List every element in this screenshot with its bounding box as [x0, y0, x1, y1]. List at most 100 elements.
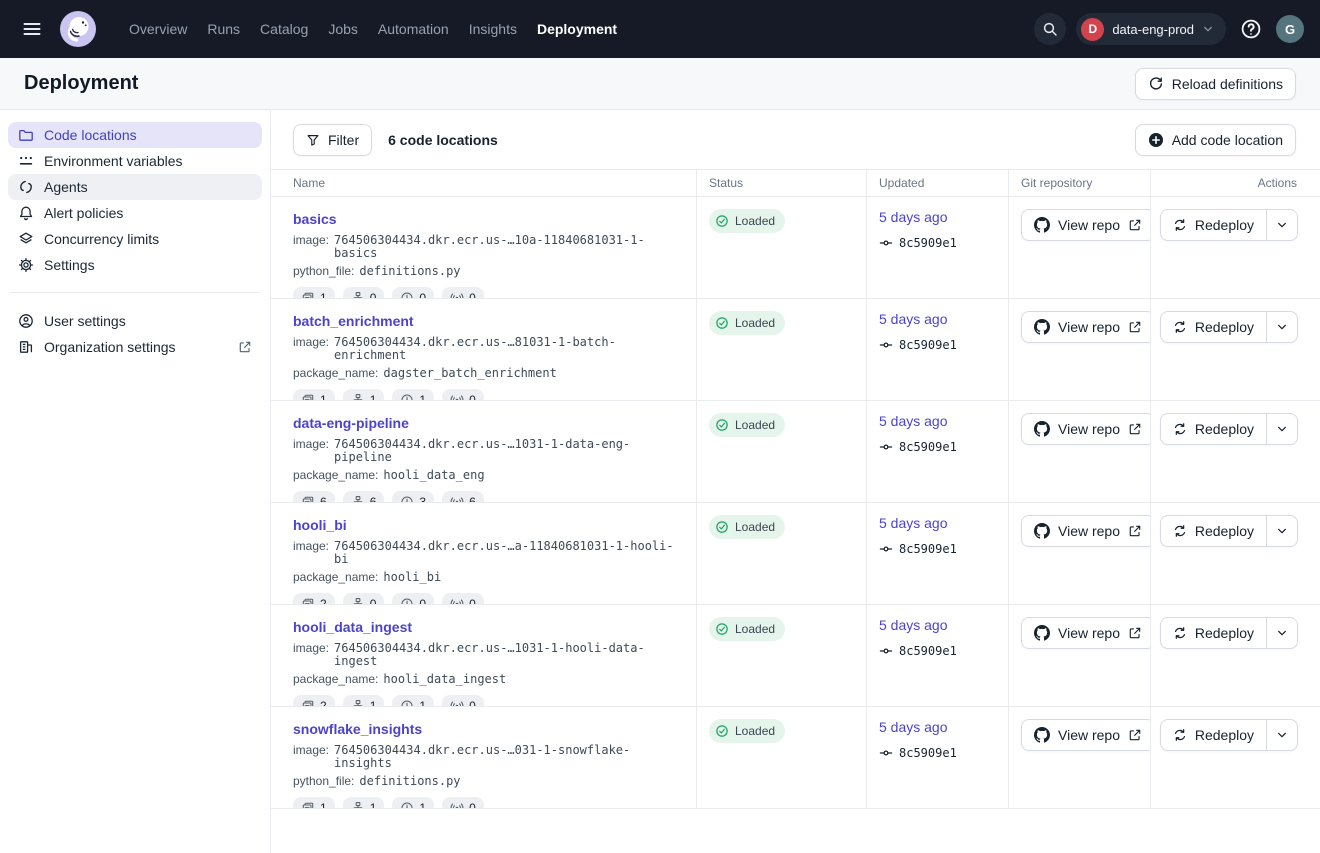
sidebar-item-organization-settings[interactable]: Organization settings — [8, 334, 262, 360]
hamburger-menu-icon[interactable] — [16, 13, 48, 45]
reload-definitions-button[interactable]: Reload definitions — [1134, 67, 1296, 100]
code-location-link[interactable]: data-eng-pipeline — [293, 415, 409, 431]
asset-graph-count-badge[interactable]: 0 — [342, 593, 385, 604]
jobs-count-badge[interactable]: 6 — [293, 491, 335, 502]
schedules-count-badge[interactable]: 1 — [392, 695, 435, 706]
nav-item-automation[interactable]: Automation — [377, 21, 449, 37]
redeploy-dropdown-button[interactable] — [1267, 312, 1297, 342]
redeploy-button[interactable]: Redeploy — [1161, 414, 1267, 444]
sidebar-item-alert-policies[interactable]: Alert policies — [8, 200, 262, 226]
asset-graph-count-badge[interactable]: 1 — [342, 797, 385, 808]
updated-link[interactable]: 5 days ago — [879, 209, 948, 225]
metadata: image: 764506304434.dkr.ecr.us-…a-1184068… — [293, 540, 680, 584]
jobs-count-badge[interactable]: 1 — [293, 287, 335, 298]
asset-graph-count-badge[interactable]: 1 — [342, 389, 385, 400]
filter-button[interactable]: Filter — [293, 124, 373, 156]
view-repo-button[interactable]: View repo — [1021, 209, 1150, 241]
metadata-line: python_file: definitions.py — [293, 774, 461, 788]
avatar[interactable]: G — [1276, 15, 1304, 43]
schedules-count-badge[interactable]: 0 — [392, 593, 435, 604]
sensors-count-badge[interactable]: 6 — [442, 491, 484, 502]
sensors-count-badge[interactable]: 0 — [442, 287, 484, 298]
help-button[interactable] — [1236, 14, 1266, 44]
jobs-count-badge[interactable]: 1 — [293, 389, 335, 400]
chevron-down-icon — [1276, 321, 1288, 333]
dagster-logo[interactable] — [60, 11, 96, 47]
nav-item-insights[interactable]: Insights — [468, 21, 517, 37]
sidebar-item-agents[interactable]: Agents — [8, 174, 262, 200]
column-header-name: Name — [271, 170, 697, 196]
actions-cell: Redeploy — [1151, 605, 1320, 706]
name-cell: snowflake_insights image: 764506304434.dk… — [271, 707, 697, 808]
sidebar-item-user-settings[interactable]: User settings — [8, 308, 262, 334]
redeploy-button[interactable]: Redeploy — [1161, 516, 1267, 546]
chevron-down-icon — [1276, 729, 1288, 741]
sensor-icon — [450, 801, 464, 808]
stack-icon — [301, 495, 315, 502]
sidebar-item-code-locations[interactable]: Code locations — [8, 122, 262, 148]
table-row: data-eng-pipeline image: 764506304434.dkr… — [271, 401, 1320, 503]
redeploy-button[interactable]: Redeploy — [1161, 210, 1267, 240]
status-badge: Loaded — [709, 311, 786, 335]
redeploy-dropdown-button[interactable] — [1267, 516, 1297, 546]
nav-item-catalog[interactable]: Catalog — [260, 21, 309, 37]
redeploy-dropdown-button[interactable] — [1267, 210, 1297, 240]
jobs-count-badge[interactable]: 2 — [293, 593, 335, 604]
redeploy-dropdown-button[interactable] — [1267, 414, 1297, 444]
toolbar: Filter 6 code locations Add code locatio… — [271, 110, 1320, 169]
updated-link[interactable]: 5 days ago — [879, 515, 948, 531]
schedules-count-badge[interactable]: 1 — [392, 389, 435, 400]
sidebar-item-settings[interactable]: Settings — [8, 252, 262, 278]
updated-link[interactable]: 5 days ago — [879, 413, 948, 429]
schedules-count-badge[interactable]: 3 — [392, 491, 435, 502]
asset-graph-count-badge[interactable]: 6 — [342, 491, 385, 502]
external-link-icon — [1128, 524, 1142, 538]
jobs-count-badge[interactable]: 1 — [293, 797, 335, 808]
asset-graph-count-badge[interactable]: 0 — [342, 287, 385, 298]
sidebar-item-environment-variables[interactable]: Environment variables — [8, 148, 262, 174]
sensors-count-badge[interactable]: 0 — [442, 797, 484, 808]
view-repo-button[interactable]: View repo — [1021, 311, 1150, 343]
view-repo-button[interactable]: View repo — [1021, 617, 1150, 649]
schedules-count-badge[interactable]: 0 — [392, 287, 435, 298]
code-location-link[interactable]: batch_enrichment — [293, 313, 414, 329]
commit-icon — [879, 746, 893, 760]
sensors-count-badge[interactable]: 0 — [442, 389, 484, 400]
schedules-count-badge[interactable]: 1 — [392, 797, 435, 808]
code-location-link[interactable]: hooli_data_ingest — [293, 619, 413, 635]
view-repo-button[interactable]: View repo — [1021, 413, 1150, 445]
redeploy-dropdown-button[interactable] — [1267, 720, 1297, 750]
updated-link[interactable]: 5 days ago — [879, 311, 948, 327]
commit-hash: 8c5909e1 — [899, 746, 957, 760]
deployment-selector[interactable]: D data-eng-prod — [1076, 13, 1226, 45]
clock-icon — [400, 597, 414, 604]
code-location-link[interactable]: hooli_bi — [293, 517, 347, 533]
jobs-count-badge[interactable]: 2 — [293, 695, 335, 706]
redeploy-button[interactable]: Redeploy — [1161, 618, 1267, 648]
redeploy-dropdown-button[interactable] — [1267, 618, 1297, 648]
updated-link[interactable]: 5 days ago — [879, 617, 948, 633]
sidebar-divider — [10, 292, 260, 293]
nav-item-jobs[interactable]: Jobs — [328, 21, 358, 37]
redeploy-button[interactable]: Redeploy — [1161, 312, 1267, 342]
redeploy-button[interactable]: Redeploy — [1161, 720, 1267, 750]
sensors-count-badge[interactable]: 0 — [442, 695, 484, 706]
sensors-count-badge[interactable]: 0 — [442, 593, 484, 604]
code-location-link[interactable]: basics — [293, 211, 337, 227]
reload-definitions-label: Reload definitions — [1171, 75, 1283, 92]
sidebar-item-concurrency-limits[interactable]: Concurrency limits — [8, 226, 262, 252]
commit-hash: 8c5909e1 — [899, 338, 957, 352]
view-repo-button[interactable]: View repo — [1021, 515, 1150, 547]
asset-graph-count-badge[interactable]: 1 — [342, 695, 385, 706]
nav-item-runs[interactable]: Runs — [207, 21, 241, 37]
search-button[interactable] — [1034, 13, 1067, 45]
commit-icon — [879, 338, 893, 352]
nav-item-overview[interactable]: Overview — [129, 21, 188, 37]
code-location-link[interactable]: snowflake_insights — [293, 721, 423, 737]
add-code-location-label: Add code location — [1171, 132, 1283, 148]
view-repo-button[interactable]: View repo — [1021, 719, 1150, 751]
add-code-location-button[interactable]: Add code location — [1134, 124, 1296, 156]
updated-link[interactable]: 5 days ago — [879, 719, 948, 735]
nav-item-deployment[interactable]: Deployment — [536, 21, 618, 37]
